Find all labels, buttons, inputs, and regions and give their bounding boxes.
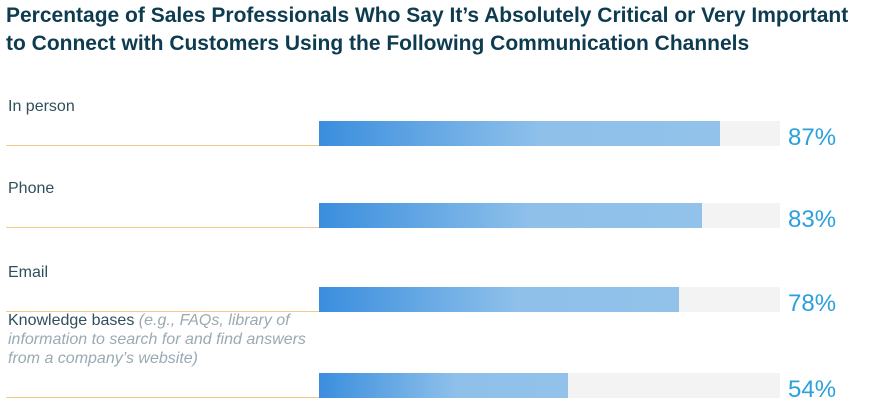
value-label: 83% [788, 206, 837, 233]
bar [319, 373, 568, 398]
bar-track [319, 121, 780, 146]
category-label: Phone [8, 180, 55, 197]
label-rule [6, 311, 319, 312]
value-label: 87% [788, 124, 837, 151]
bar [319, 121, 721, 146]
bar-track [319, 287, 780, 312]
bar-row: Knowledge bases (e.g., FAQs, library of … [6, 312, 836, 403]
bar-row: Email 78% [6, 264, 836, 317]
label-rule [6, 145, 319, 146]
bar [319, 287, 679, 312]
label-rule [6, 227, 319, 228]
label-rule [6, 397, 319, 398]
bar-track [319, 203, 780, 228]
bar-row: In person 87% [0, 0, 876, 151]
category-label: In person [8, 98, 75, 115]
bar [319, 203, 702, 228]
chart-title: Percentage of Sales Professionals Who Sa… [6, 4, 849, 55]
category-label: Email [8, 264, 49, 281]
category-label: Knowledge bases (e.g., FAQs, library of … [8, 312, 306, 367]
value-label: 78% [788, 290, 837, 317]
bar-row: Phone 83% [6, 180, 836, 233]
value-label: 54% [788, 376, 837, 403]
bar-track [319, 373, 780, 398]
